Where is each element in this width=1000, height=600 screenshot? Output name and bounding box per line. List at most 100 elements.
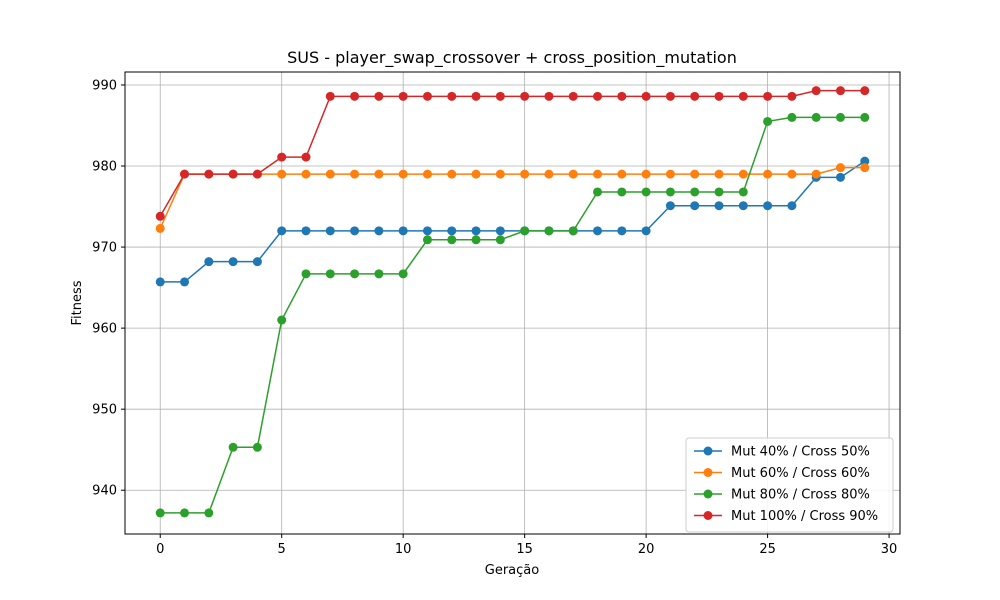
data-point <box>665 187 675 197</box>
data-point <box>277 226 287 236</box>
data-point <box>835 112 845 122</box>
data-point <box>252 169 262 179</box>
x-tick-label: 25 <box>759 542 776 557</box>
data-point <box>738 201 748 211</box>
x-axis-label: Geração <box>485 563 539 578</box>
data-point <box>593 226 603 236</box>
x-tick-label: 30 <box>881 542 898 557</box>
data-point <box>398 91 408 101</box>
data-point <box>495 169 505 179</box>
legend-label: Mut 100% / Cross 90% <box>731 509 878 524</box>
data-point <box>204 508 214 518</box>
data-point <box>763 169 773 179</box>
data-point <box>155 508 165 518</box>
data-point <box>544 91 554 101</box>
data-point <box>763 91 773 101</box>
legend-label: Mut 60% / Cross 60% <box>731 466 870 481</box>
data-point <box>422 235 432 245</box>
series-1 <box>155 156 870 287</box>
data-point <box>325 226 335 236</box>
legend-item: Mut 60% / Cross 60% <box>694 466 870 481</box>
data-point <box>568 91 578 101</box>
data-point <box>811 112 821 122</box>
series-2 <box>155 163 870 233</box>
data-point <box>665 91 675 101</box>
data-point <box>520 226 530 236</box>
data-point <box>714 187 724 197</box>
data-point <box>544 169 554 179</box>
y-tick-label: 970 <box>92 241 117 256</box>
data-point <box>350 226 360 236</box>
data-point <box>471 235 481 245</box>
data-point <box>155 211 165 221</box>
data-point <box>641 187 651 197</box>
data-point <box>860 156 870 166</box>
data-point <box>811 169 821 179</box>
data-point <box>350 169 360 179</box>
data-point <box>520 169 530 179</box>
data-point <box>277 315 287 325</box>
data-point <box>447 235 457 245</box>
data-point <box>544 226 554 236</box>
data-point <box>714 201 724 211</box>
data-point <box>617 169 627 179</box>
series-layer <box>155 86 870 518</box>
series-line <box>159 166 865 229</box>
data-point <box>374 169 384 179</box>
y-tick-label: 960 <box>92 322 117 337</box>
data-point <box>593 91 603 101</box>
data-point <box>593 187 603 197</box>
data-point <box>641 91 651 101</box>
data-point <box>301 169 311 179</box>
x-tick-label: 0 <box>156 542 164 557</box>
x-tick-label: 10 <box>395 542 412 557</box>
data-point <box>738 187 748 197</box>
data-point <box>325 91 335 101</box>
legend-marker <box>703 446 713 456</box>
data-point <box>787 201 797 211</box>
data-point <box>398 269 408 279</box>
data-point <box>835 163 845 173</box>
data-point <box>617 187 627 197</box>
legend-label: Mut 40% / Cross 50% <box>731 445 870 460</box>
data-point <box>180 169 190 179</box>
data-point <box>835 86 845 96</box>
legend-marker <box>703 468 713 477</box>
series-line <box>159 89 865 217</box>
y-axis-ticks: 940 950 960 970 980 990 <box>92 78 125 499</box>
series-line <box>160 116 865 514</box>
data-point <box>495 91 505 101</box>
y-tick-label: 940 <box>92 484 117 499</box>
legend-label: Mut 80% / Cross 80% <box>731 488 870 503</box>
data-point <box>422 169 432 179</box>
x-tick-label: 20 <box>638 542 655 557</box>
data-point <box>422 91 432 101</box>
data-point <box>787 112 797 122</box>
data-point <box>398 226 408 236</box>
data-point <box>738 91 748 101</box>
data-point <box>471 91 481 101</box>
data-point <box>860 86 870 96</box>
legend-marker <box>703 489 713 499</box>
data-point <box>787 169 797 179</box>
data-point <box>714 91 724 101</box>
data-point <box>787 91 797 101</box>
data-point <box>277 152 287 162</box>
series-3 <box>155 112 870 518</box>
data-point <box>690 91 700 101</box>
data-point <box>568 169 578 179</box>
data-point <box>690 187 700 197</box>
data-point <box>471 169 481 179</box>
data-point <box>690 169 700 179</box>
data-point <box>180 508 190 518</box>
data-point <box>301 152 311 162</box>
series-4 <box>155 86 870 221</box>
data-point <box>155 223 165 233</box>
data-point <box>325 169 335 179</box>
y-tick-label: 990 <box>92 78 117 93</box>
data-point <box>228 442 238 452</box>
data-point <box>568 226 578 236</box>
data-point <box>447 169 457 179</box>
data-point <box>204 257 214 267</box>
data-point <box>738 169 748 179</box>
